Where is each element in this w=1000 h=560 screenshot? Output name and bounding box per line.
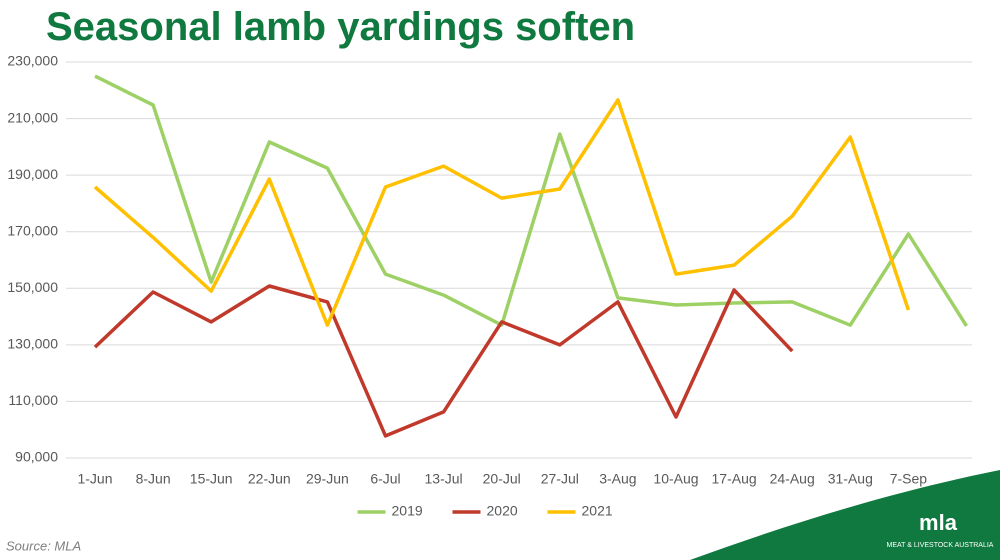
- x-tick-label: 17-Aug: [712, 471, 757, 487]
- logo-wedge: [690, 470, 1000, 560]
- y-tick-label: 190,000: [7, 166, 58, 182]
- x-tick-label: 24-Aug: [770, 471, 815, 487]
- x-tick-label: 13-Jul: [425, 471, 463, 487]
- series-line: [94, 74, 968, 327]
- x-tick-label: 7-Sep: [890, 471, 928, 487]
- y-tick-label: 170,000: [7, 222, 58, 238]
- legend-label: 2020: [487, 503, 518, 519]
- chart-title: Seasonal lamb yardings soften: [46, 5, 635, 49]
- logo-tagline: MEAT & LIVESTOCK AUSTRALIA: [887, 542, 994, 549]
- x-tick-label: 3-Aug: [599, 471, 636, 487]
- legend-label: 2019: [392, 503, 423, 519]
- x-tick-label: 10-Aug: [653, 471, 698, 487]
- x-tick-label: 6-Jul: [370, 471, 400, 487]
- x-tick-label: 15-Jun: [190, 471, 233, 487]
- x-tick-label: 22-Jun: [248, 471, 291, 487]
- x-tick-label: 27-Jul: [541, 471, 579, 487]
- series-line: [93, 284, 794, 438]
- series-line: [93, 98, 911, 327]
- y-tick-label: 150,000: [7, 279, 58, 295]
- x-tick-label: 20-Jul: [483, 471, 521, 487]
- y-tick-label: 230,000: [7, 53, 58, 69]
- legend-label: 2021: [582, 503, 613, 519]
- x-tick-label: 8-Jun: [136, 471, 171, 487]
- x-tick-label: 29-Jun: [306, 471, 349, 487]
- y-tick-label: 110,000: [8, 392, 58, 408]
- source-note: Source: MLA: [6, 538, 81, 553]
- y-tick-label: 210,000: [7, 109, 58, 125]
- y-tick-label: 130,000: [7, 336, 58, 352]
- logo-name: mla: [919, 510, 958, 535]
- x-tick-label: 31-Aug: [828, 471, 873, 487]
- y-tick-label: 90,000: [15, 449, 58, 465]
- x-tick-label: 1-Jun: [77, 471, 112, 487]
